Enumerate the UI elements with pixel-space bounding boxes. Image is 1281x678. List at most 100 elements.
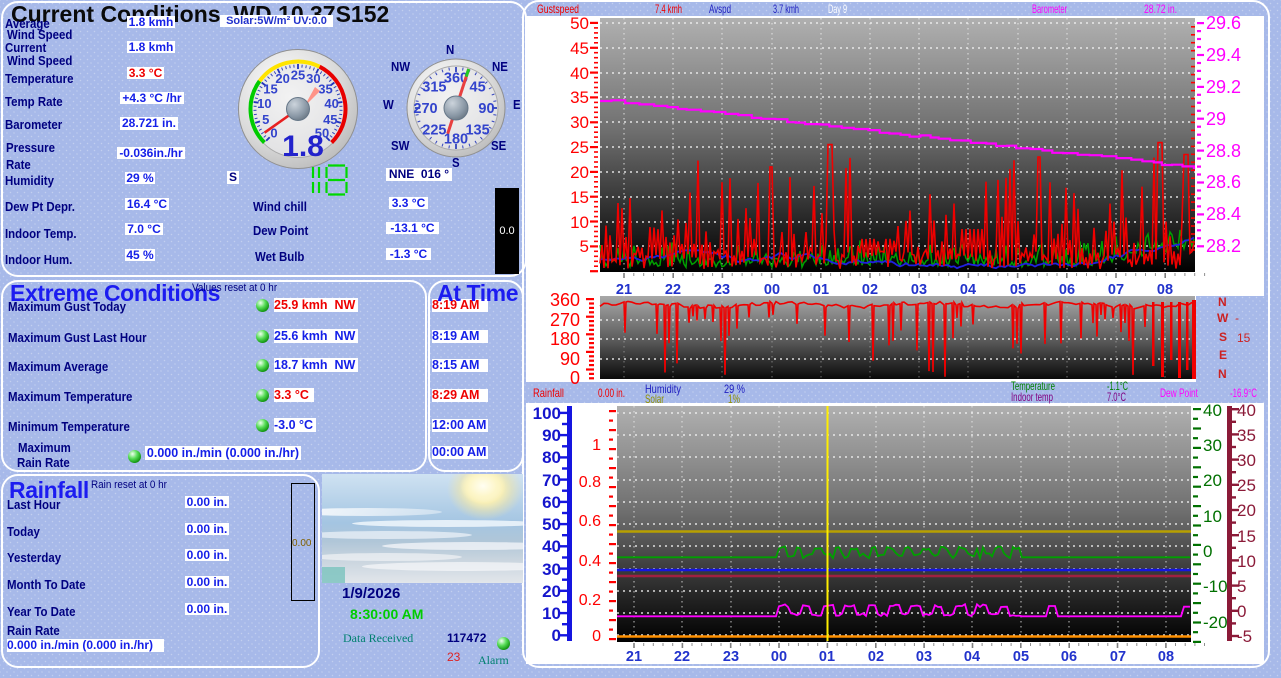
svg-text:180: 180 — [550, 329, 580, 349]
svg-text:21: 21 — [616, 282, 632, 298]
svg-text:08: 08 — [1158, 649, 1174, 665]
svg-text:23: 23 — [714, 282, 730, 298]
svg-text:50: 50 — [315, 126, 329, 141]
svg-text:28.8: 28.8 — [1206, 141, 1241, 161]
svg-text:28.4: 28.4 — [1206, 204, 1241, 224]
svg-text:03: 03 — [916, 649, 932, 665]
svg-text:20: 20 — [542, 582, 561, 601]
svg-text:Avspd: Avspd — [709, 2, 731, 16]
svg-text:06: 06 — [1061, 649, 1077, 665]
svg-text:-: - — [1235, 311, 1239, 325]
svg-text:0.4: 0.4 — [579, 553, 601, 570]
svg-text:360: 360 — [444, 71, 468, 87]
svg-text:15: 15 — [263, 82, 277, 97]
svg-text:05: 05 — [1010, 282, 1026, 298]
svg-text:0: 0 — [270, 126, 277, 141]
svg-text:35: 35 — [570, 88, 589, 107]
svg-text:28.6: 28.6 — [1206, 172, 1241, 192]
svg-text:180: 180 — [444, 132, 468, 148]
svg-text:45: 45 — [323, 112, 337, 127]
svg-text:135: 135 — [465, 123, 489, 139]
svg-text:0.00 in.: 0.00 in. — [598, 386, 625, 400]
svg-text:90: 90 — [478, 101, 494, 117]
svg-text:30: 30 — [1203, 436, 1222, 455]
svg-text:04: 04 — [960, 282, 976, 298]
svg-text:15: 15 — [1237, 527, 1256, 546]
svg-text:29 %: 29 % — [724, 382, 745, 396]
svg-text:20: 20 — [570, 163, 589, 182]
svg-text:40: 40 — [542, 537, 561, 556]
svg-text:25: 25 — [570, 138, 589, 157]
svg-text:07: 07 — [1110, 649, 1126, 665]
svg-text:07: 07 — [1108, 282, 1124, 298]
svg-text:29.2: 29.2 — [1206, 77, 1241, 97]
svg-text:5: 5 — [262, 112, 269, 127]
svg-text:1: 1 — [592, 437, 601, 454]
svg-text:29.4: 29.4 — [1206, 45, 1241, 65]
svg-text:5: 5 — [1237, 577, 1246, 596]
svg-text:270: 270 — [413, 101, 437, 117]
svg-text:7.4 kmh: 7.4 kmh — [655, 2, 682, 16]
svg-text:04: 04 — [964, 649, 980, 665]
svg-text:01: 01 — [813, 282, 829, 298]
svg-text:N: N — [1218, 295, 1227, 309]
svg-text:22: 22 — [674, 649, 690, 665]
svg-text:0: 0 — [1203, 542, 1212, 561]
svg-text:15: 15 — [570, 188, 589, 207]
svg-text:90: 90 — [560, 349, 580, 369]
svg-text:Solar: Solar — [645, 392, 664, 406]
svg-text:45: 45 — [570, 39, 589, 58]
svg-text:W: W — [1217, 311, 1229, 325]
svg-text:Temperature: Temperature — [1011, 379, 1055, 393]
svg-text:5: 5 — [580, 237, 589, 256]
svg-text:30: 30 — [542, 560, 561, 579]
svg-text:315: 315 — [422, 79, 446, 95]
svg-text:-20: -20 — [1203, 613, 1228, 632]
svg-text:-5: -5 — [1237, 627, 1252, 646]
svg-text:10: 10 — [257, 96, 271, 111]
svg-text:20: 20 — [1203, 471, 1222, 490]
svg-text:01: 01 — [819, 649, 835, 665]
svg-text:3.7 kmh: 3.7 kmh — [773, 2, 799, 16]
svg-text:1%: 1% — [728, 392, 740, 406]
svg-text:Barometer: Barometer — [1032, 2, 1067, 16]
svg-text:10: 10 — [542, 604, 561, 623]
svg-text:25: 25 — [1237, 476, 1256, 495]
svg-text:10: 10 — [1203, 507, 1222, 526]
svg-text:0: 0 — [570, 368, 580, 388]
svg-text:02: 02 — [862, 282, 878, 298]
svg-text:0.6: 0.6 — [579, 513, 601, 530]
svg-text:-10: -10 — [1203, 577, 1228, 596]
svg-text:1.8: 1.8 — [282, 130, 324, 163]
svg-text:29: 29 — [1206, 109, 1226, 129]
svg-text:360: 360 — [550, 290, 580, 310]
svg-text:90: 90 — [542, 426, 561, 445]
svg-text:40: 40 — [1237, 401, 1256, 420]
svg-text:0: 0 — [592, 628, 601, 645]
svg-text:40: 40 — [324, 96, 338, 111]
svg-text:06: 06 — [1059, 282, 1075, 298]
svg-text:20: 20 — [1237, 501, 1256, 520]
svg-text:35: 35 — [318, 82, 332, 97]
svg-text:7.0°C: 7.0°C — [1107, 390, 1126, 404]
svg-text:Humidity: Humidity — [645, 382, 681, 396]
svg-text:25: 25 — [291, 68, 305, 83]
svg-text:15: 15 — [1237, 331, 1251, 345]
svg-text:60: 60 — [542, 493, 561, 512]
svg-text:E: E — [1219, 348, 1227, 362]
svg-text:30: 30 — [570, 113, 589, 132]
svg-text:30: 30 — [1237, 451, 1256, 470]
svg-text:0: 0 — [552, 626, 561, 645]
svg-text:21: 21 — [626, 649, 642, 665]
svg-text:35: 35 — [1237, 426, 1256, 445]
svg-text:10: 10 — [570, 213, 589, 232]
svg-text:100: 100 — [533, 404, 561, 423]
svg-text:0: 0 — [1237, 602, 1246, 621]
svg-text:20: 20 — [275, 71, 289, 86]
svg-text:02: 02 — [868, 649, 884, 665]
svg-text:S: S — [1219, 330, 1227, 344]
svg-text:Indoor temp: Indoor temp — [1011, 390, 1053, 404]
svg-text:05: 05 — [1013, 649, 1029, 665]
svg-text:-1.1°C: -1.1°C — [1107, 379, 1128, 393]
svg-text:Rainfall: Rainfall — [533, 386, 564, 400]
